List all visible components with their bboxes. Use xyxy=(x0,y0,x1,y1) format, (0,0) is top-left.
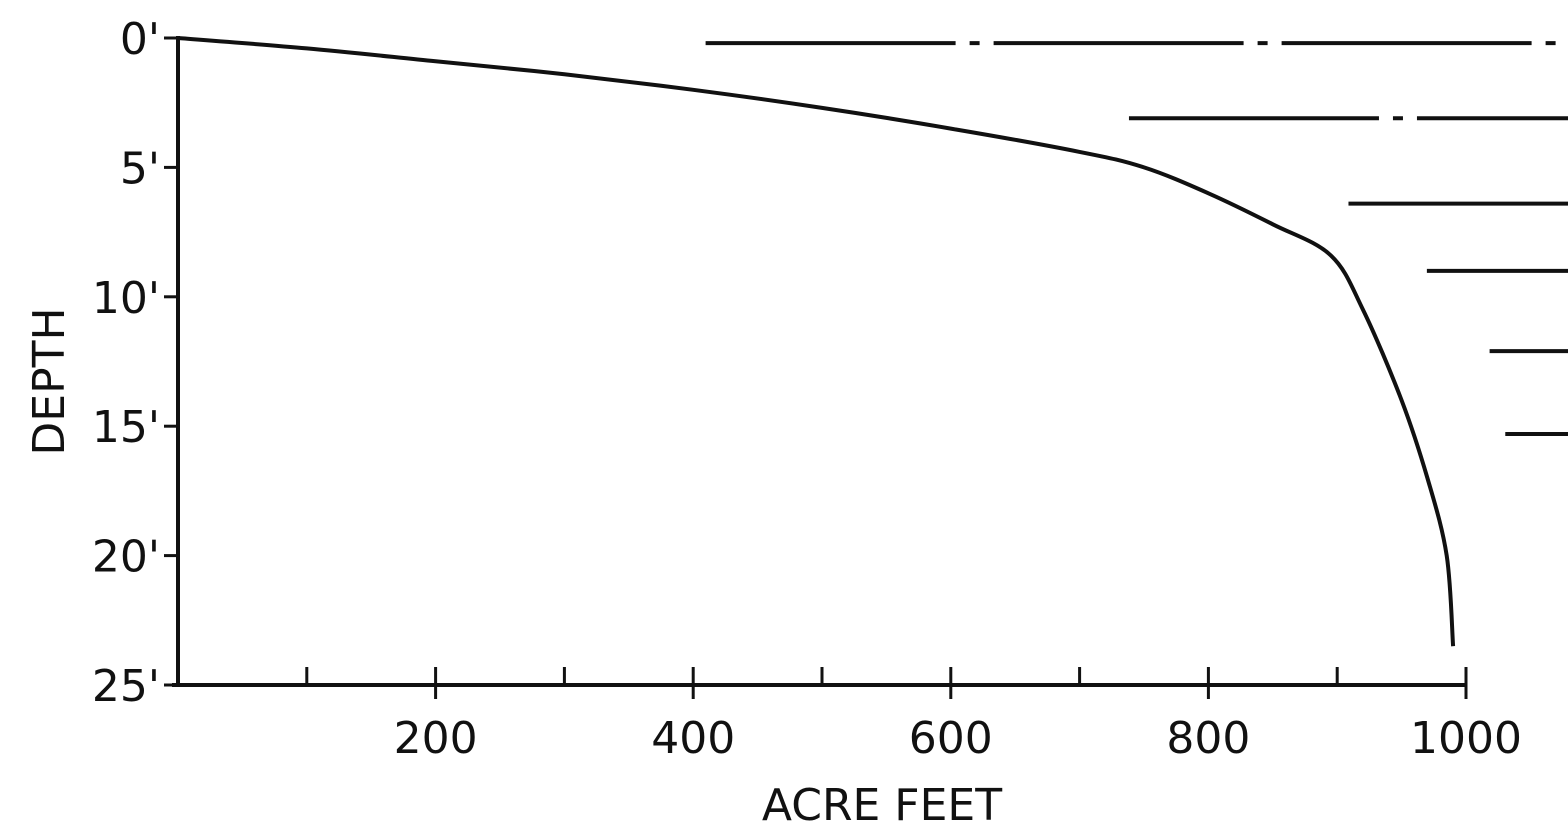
x-tick-label: 1000 xyxy=(1410,713,1522,764)
y-tick-label: 25' xyxy=(92,661,160,712)
x-ticks: 200 400 600 800 1000 xyxy=(305,667,1522,764)
x-tick-label: 200 xyxy=(394,713,478,764)
depth-volume-curve xyxy=(177,36,1456,647)
y-axis-title: DEPTH xyxy=(24,307,75,455)
y-tick-label: 10' xyxy=(92,273,160,324)
level-lines-layer xyxy=(705,41,1568,436)
y-ticks: 0' 5' 10' 15' 20' 25' xyxy=(92,14,178,712)
x-axis-title: ACRE FEET xyxy=(762,780,1002,831)
y-tick-label: 15' xyxy=(92,402,160,453)
x-tick-label: 600 xyxy=(909,713,993,764)
y-tick-label: 0' xyxy=(120,14,160,65)
curve-layer xyxy=(177,36,1456,647)
y-tick-label: 5' xyxy=(120,143,160,194)
x-tick-label: 400 xyxy=(651,713,735,764)
axes-layer xyxy=(172,36,1466,687)
y-tick-label: 20' xyxy=(92,532,160,583)
x-tick-label: 800 xyxy=(1166,713,1250,764)
